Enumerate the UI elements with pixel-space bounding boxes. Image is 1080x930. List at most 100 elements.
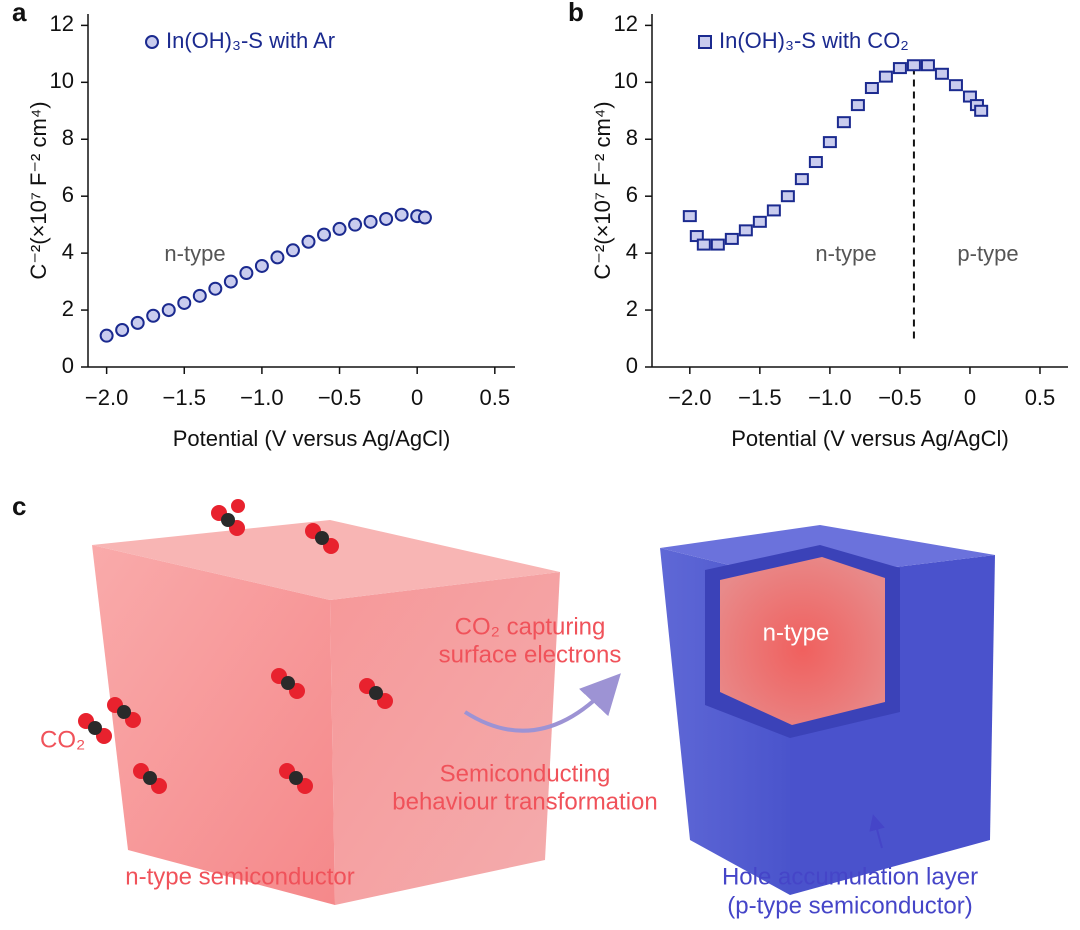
data-point bbox=[934, 67, 949, 80]
process-text: behaviour transformation bbox=[392, 788, 657, 815]
x-tick-label: −2.0 bbox=[85, 385, 128, 410]
data-point bbox=[239, 266, 254, 281]
carbon bbox=[289, 771, 303, 785]
x-tick-label: 0.5 bbox=[480, 385, 511, 410]
data-point bbox=[689, 230, 704, 243]
panel-label: b bbox=[568, 0, 584, 27]
co2-molecule bbox=[271, 668, 305, 699]
core-label: n-type bbox=[763, 619, 830, 646]
oxygen bbox=[231, 499, 245, 513]
co2-label: CO₂ bbox=[40, 726, 85, 753]
data-point bbox=[962, 90, 977, 103]
y-tick-label: 10 bbox=[614, 68, 638, 93]
y-tick-label: 0 bbox=[626, 353, 638, 378]
co2-molecule bbox=[305, 523, 339, 554]
legend-label: In(OH)₃-S with CO₂ bbox=[719, 28, 909, 53]
legend-marker bbox=[698, 35, 712, 49]
data-point bbox=[223, 274, 238, 289]
carbon bbox=[117, 705, 131, 719]
data-point bbox=[878, 70, 893, 83]
x-tick-label: −1.0 bbox=[808, 385, 851, 410]
co2-molecule bbox=[211, 499, 245, 536]
carbon bbox=[88, 721, 102, 735]
y-tick-label: 12 bbox=[614, 11, 638, 36]
y-tick-label: 10 bbox=[50, 68, 74, 93]
data-point bbox=[822, 136, 837, 149]
data-point bbox=[301, 234, 316, 249]
carbon bbox=[369, 686, 383, 700]
data-point bbox=[285, 243, 300, 258]
y-tick-label: 4 bbox=[626, 239, 638, 264]
data-point bbox=[363, 214, 378, 229]
y-axis-label: C⁻²(×10⁷ F⁻² cm⁴) bbox=[26, 101, 51, 279]
annotation: p-type bbox=[957, 241, 1018, 266]
data-point bbox=[794, 173, 809, 186]
data-point bbox=[208, 281, 223, 296]
data-point bbox=[864, 82, 879, 95]
co2-molecule bbox=[359, 678, 393, 709]
x-tick-label: 0.5 bbox=[1025, 385, 1056, 410]
x-tick-label: −1.5 bbox=[738, 385, 781, 410]
data-point bbox=[254, 258, 269, 273]
data-point bbox=[146, 308, 161, 323]
data-point bbox=[696, 238, 711, 251]
carbon bbox=[143, 771, 157, 785]
y-tick-label: 8 bbox=[626, 125, 638, 150]
p-type-cube bbox=[660, 525, 995, 895]
co2-molecule bbox=[133, 763, 167, 794]
data-point bbox=[892, 62, 907, 75]
data-point bbox=[317, 227, 332, 242]
panel-label: a bbox=[12, 0, 27, 27]
data-point bbox=[161, 303, 176, 318]
x-tick-label: −0.5 bbox=[878, 385, 921, 410]
data-point bbox=[417, 210, 432, 225]
y-tick-label: 6 bbox=[626, 182, 638, 207]
data-point bbox=[906, 59, 921, 72]
data-point bbox=[920, 59, 935, 72]
caption: Hole accumulation layer bbox=[722, 863, 978, 890]
y-axis-label: C⁻²(×10⁷ F⁻² cm⁴) bbox=[590, 101, 615, 279]
legend-label: In(OH)₃-S with Ar bbox=[166, 28, 335, 53]
annotation: n-type bbox=[815, 241, 876, 266]
y-tick-label: 8 bbox=[62, 125, 74, 150]
x-tick-label: −1.5 bbox=[163, 385, 206, 410]
panel-label: c bbox=[12, 491, 26, 521]
data-point bbox=[710, 238, 725, 251]
y-tick-label: 0 bbox=[62, 353, 74, 378]
caption: (p-type semiconductor) bbox=[727, 892, 972, 919]
data-point bbox=[780, 190, 795, 203]
data-point bbox=[192, 288, 207, 303]
data-point bbox=[115, 322, 130, 337]
y-tick-label: 2 bbox=[626, 296, 638, 321]
data-point bbox=[394, 207, 409, 222]
data-point bbox=[974, 104, 989, 117]
n-type-cube bbox=[92, 520, 560, 905]
data-point bbox=[270, 250, 285, 265]
process-text: CO₂ capturing bbox=[455, 613, 606, 640]
carbon bbox=[315, 531, 329, 545]
y-tick-label: 6 bbox=[62, 182, 74, 207]
caption: n-type semiconductor bbox=[125, 863, 354, 890]
data-point bbox=[808, 156, 823, 169]
x-tick-label: −2.0 bbox=[668, 385, 711, 410]
x-tick-label: −0.5 bbox=[318, 385, 361, 410]
y-tick-label: 12 bbox=[50, 11, 74, 36]
data-point bbox=[379, 211, 394, 226]
legend-marker bbox=[145, 35, 159, 49]
x-tick-label: −1.0 bbox=[240, 385, 283, 410]
data-point bbox=[130, 315, 145, 330]
x-axis-label: Potential (V versus Ag/AgCl) bbox=[731, 426, 1009, 451]
data-point bbox=[348, 217, 363, 232]
data-point bbox=[177, 295, 192, 310]
data-point bbox=[836, 116, 851, 129]
y-tick-label: 4 bbox=[62, 239, 74, 264]
y-tick-label: 2 bbox=[62, 296, 74, 321]
data-point bbox=[752, 215, 767, 228]
data-point bbox=[850, 99, 865, 112]
co2-molecule bbox=[279, 763, 313, 794]
carbon bbox=[221, 513, 235, 527]
co2-molecule bbox=[78, 713, 112, 744]
process-text: Semiconducting bbox=[440, 760, 611, 787]
data-point bbox=[948, 79, 963, 92]
